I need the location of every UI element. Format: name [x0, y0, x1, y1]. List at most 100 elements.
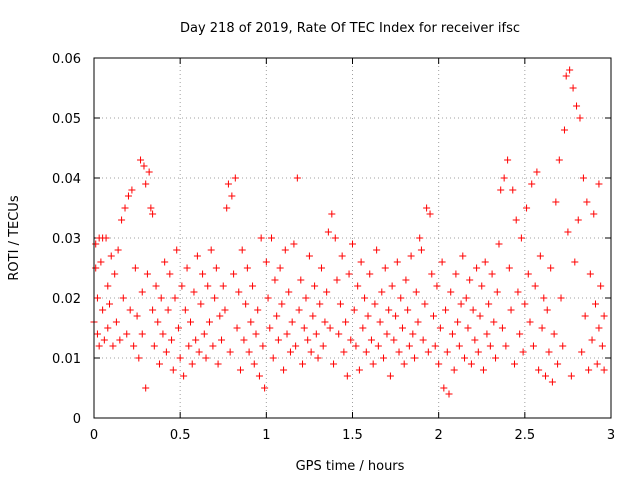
data-point [268, 234, 276, 242]
data-point [173, 246, 181, 254]
data-point [338, 252, 346, 260]
data-point [459, 252, 467, 260]
data-point [538, 324, 546, 332]
data-point [583, 198, 591, 206]
data-point [269, 354, 277, 362]
data-point [276, 264, 284, 272]
data-point [299, 360, 307, 368]
data-point [290, 240, 298, 248]
data-point [254, 306, 262, 314]
x-tick-label: 3 [607, 428, 615, 443]
data-point [104, 324, 112, 332]
data-point [528, 180, 536, 188]
axis-ticks: 0 0.5 1 1.5 2 2.5 3 0 0.01 0.02 0.03 0.04 0.05 0.06 [52, 52, 615, 443]
data-point [591, 300, 599, 308]
data-point [493, 288, 501, 296]
data-point [590, 210, 598, 218]
data-point [214, 360, 222, 368]
data-point [524, 270, 532, 278]
data-point [578, 348, 586, 356]
data-point [106, 300, 114, 308]
data-point [302, 294, 310, 302]
data-point [345, 270, 353, 278]
data-point [564, 228, 572, 236]
data-point [293, 174, 301, 182]
data-point [216, 312, 224, 320]
data-point [400, 360, 408, 368]
data-point [352, 342, 360, 350]
y-tick-label: 0.02 [52, 292, 81, 307]
data-point [307, 348, 315, 356]
data-point [504, 156, 512, 164]
data-point [257, 234, 265, 242]
data-point [274, 336, 282, 344]
data-point [395, 348, 403, 356]
data-point [107, 252, 115, 260]
data-point [224, 180, 232, 188]
data-point [371, 300, 379, 308]
data-point [236, 366, 244, 374]
data-point [545, 348, 553, 356]
data-point [112, 318, 120, 326]
data-point [502, 342, 510, 350]
data-point [404, 306, 412, 314]
data-point [281, 246, 289, 254]
data-point [542, 372, 550, 380]
chart-title: Day 218 of 2019, Rate Of TEC Index for r… [180, 21, 520, 36]
data-point [150, 342, 158, 350]
data-point [152, 282, 160, 290]
data-point [359, 324, 367, 332]
data-point [492, 354, 500, 362]
data-point [579, 174, 587, 182]
data-point [586, 270, 594, 278]
data-point [121, 204, 129, 212]
data-point [128, 186, 136, 194]
data-point [118, 216, 126, 224]
data-point [535, 366, 543, 374]
data-point [507, 306, 515, 314]
data-point [123, 330, 131, 338]
y-tick-label: 0.03 [52, 232, 81, 247]
data-point [474, 348, 482, 356]
data-point [381, 264, 389, 272]
data-point [317, 264, 325, 272]
data-point [166, 270, 174, 278]
data-point [97, 258, 105, 266]
data-point [304, 336, 312, 344]
data-point [273, 312, 281, 320]
data-point [221, 306, 229, 314]
x-tick-label: 2.5 [514, 428, 535, 443]
data-point [393, 258, 401, 266]
data-point [159, 330, 167, 338]
data-point [124, 192, 132, 200]
data-point [526, 318, 534, 326]
data-point [361, 294, 369, 302]
data-point [495, 240, 503, 248]
data-point [111, 270, 119, 278]
data-point [464, 324, 472, 332]
data-point [204, 282, 212, 290]
data-point [386, 372, 394, 380]
data-point [419, 336, 427, 344]
data-point [397, 294, 405, 302]
data-point [226, 348, 234, 356]
data-point [93, 330, 101, 338]
data-point [309, 312, 317, 320]
data-point [402, 276, 410, 284]
data-point [573, 102, 581, 110]
data-point [319, 342, 327, 350]
data-point [116, 336, 124, 344]
data-point [567, 372, 575, 380]
data-point [548, 378, 556, 386]
data-point [305, 252, 313, 260]
data-point [445, 390, 453, 398]
data-point [431, 342, 439, 350]
data-point [99, 306, 107, 314]
data-point [312, 330, 320, 338]
data-point [505, 264, 513, 272]
data-point [585, 366, 593, 374]
data-point [469, 306, 477, 314]
data-point [398, 324, 406, 332]
data-point [433, 282, 441, 290]
data-point [443, 348, 451, 356]
